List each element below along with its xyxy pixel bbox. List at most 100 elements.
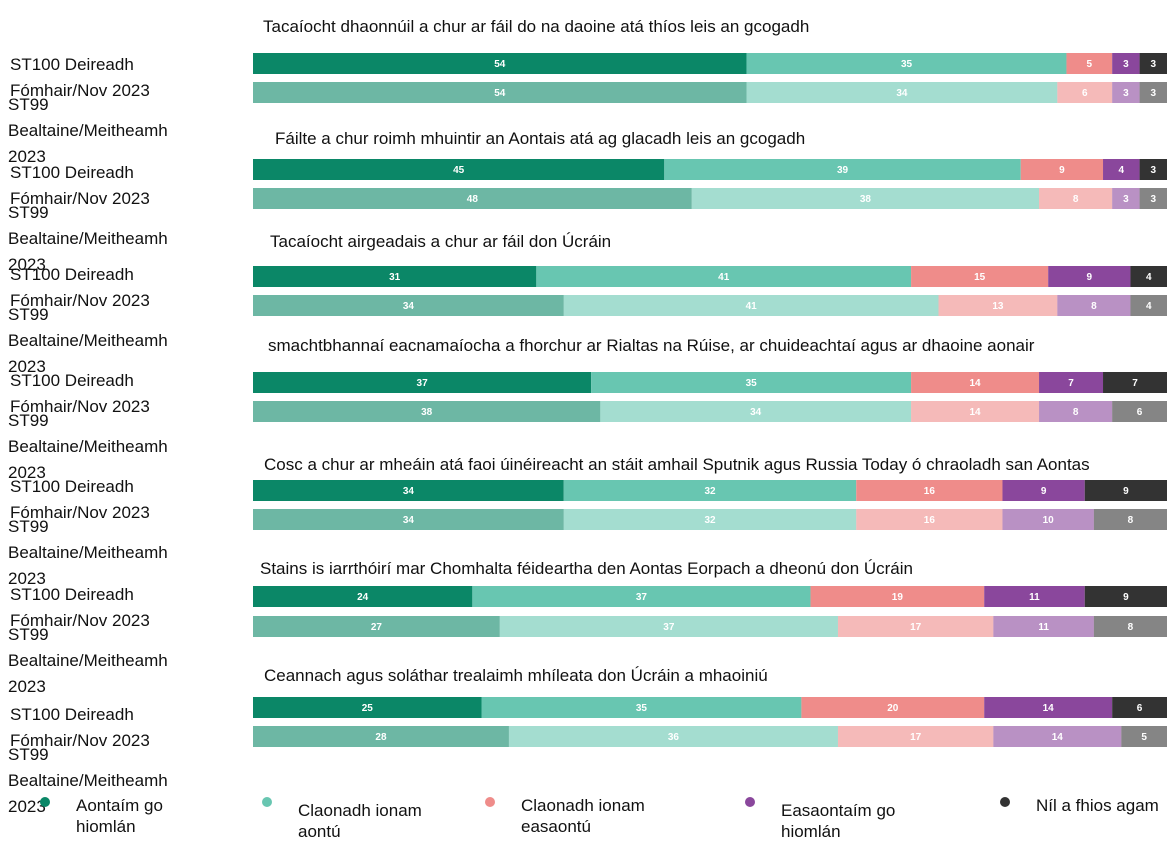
bar-segment (856, 509, 1003, 530)
value-label: 45 (453, 165, 465, 176)
row-label: ST99 Bealtaine/Meitheamh 2023 (8, 517, 168, 588)
value-label: 54 (494, 88, 506, 99)
value-label: 3 (1123, 59, 1129, 70)
value-label: 9 (1087, 272, 1093, 283)
bar-segment (600, 401, 912, 422)
value-label: 34 (403, 515, 415, 526)
row-label: ST100 Deireadh Fómhair/Nov 2023 (10, 705, 150, 750)
row-label: ST99 Bealtaine/Meitheamh 2023 (8, 745, 168, 816)
bar-segment (253, 509, 564, 530)
value-label: 36 (668, 732, 680, 743)
value-label: 6 (1082, 88, 1088, 99)
row-label: ST99 Bealtaine/Meitheamh 2023 (8, 203, 168, 274)
value-label: 5 (1141, 732, 1147, 743)
bar-segment (1084, 480, 1167, 501)
bar-segment (1139, 82, 1167, 103)
group-title: Cosc a chur ar mheáin atá faoi úinéireac… (264, 455, 1090, 474)
bar-segment (1139, 53, 1167, 74)
value-label: 41 (718, 272, 730, 283)
value-label: 48 (467, 194, 479, 205)
bar-segment (1130, 266, 1167, 287)
bar-segment (1093, 509, 1167, 530)
legend-label: Easaontaím go hiomlán (781, 801, 896, 841)
value-label: 14 (969, 407, 981, 418)
value-label: 20 (887, 703, 899, 714)
value-label: 8 (1073, 407, 1079, 418)
value-label: 35 (636, 703, 648, 714)
bar-segment (1084, 586, 1167, 607)
value-label: 38 (421, 407, 433, 418)
value-label: 8 (1073, 194, 1079, 205)
legend-label: Aontaím go hiomlán (76, 796, 163, 836)
value-label: 28 (375, 732, 387, 743)
value-label: 17 (910, 622, 922, 633)
bar-segment (1103, 372, 1167, 393)
bar-segment (499, 616, 838, 637)
bar-segment (1039, 188, 1113, 209)
value-label: 32 (704, 515, 716, 526)
row-label: ST100 Deireadh Fómhair/Nov 2023 (10, 585, 150, 630)
value-label: 3 (1151, 194, 1157, 205)
bar-segment (591, 372, 912, 393)
bar-segment (691, 188, 1040, 209)
value-label: 41 (746, 301, 758, 312)
group-title: smachtbhannaí eacnamaíocha a fhorchur ar… (268, 336, 1035, 355)
bar-segment (984, 697, 1113, 718)
bar-segment (1057, 82, 1113, 103)
group-title: Tacaíocht airgeadais a chur ar fáil don … (270, 232, 612, 251)
value-label: 37 (663, 622, 675, 633)
group-title: Ceannach agus soláthar trealaimh mhíleat… (264, 666, 768, 685)
value-label: 9 (1041, 486, 1047, 497)
group-title: Stains is iarrthóirí mar Chomhalta féide… (260, 559, 913, 578)
value-label: 3 (1123, 194, 1129, 205)
value-label: 8 (1091, 301, 1097, 312)
bar-segment (911, 372, 1040, 393)
bar-segment (253, 295, 564, 316)
value-label: 34 (750, 407, 762, 418)
bar-segment (1112, 401, 1167, 422)
value-label: 3 (1123, 88, 1129, 99)
group-title: Tacaíocht dhaonnúil a chur ar fáil do na… (263, 17, 810, 36)
bar-segment (1002, 509, 1094, 530)
bar-segment (508, 726, 838, 747)
bar-segment (984, 586, 1085, 607)
bar-segment (253, 616, 500, 637)
bar-segment (253, 697, 482, 718)
bar-segment (253, 586, 473, 607)
bar-segment (481, 697, 802, 718)
legend-label: Claonadh ionam aontú (298, 801, 422, 841)
bar-segment (993, 616, 1094, 637)
bar-segment (1039, 401, 1113, 422)
value-label: 8 (1128, 515, 1134, 526)
bar-segment (664, 159, 1021, 180)
bar-segment (1103, 159, 1140, 180)
bar-segment (563, 480, 857, 501)
bar-segment (1130, 295, 1167, 316)
bar-segment (253, 82, 747, 103)
bar-segment (1112, 82, 1140, 103)
bar-segment (253, 480, 564, 501)
row-label: ST100 Deireadh Fómhair/Nov 2023 (10, 477, 150, 522)
value-label: 19 (892, 592, 904, 603)
row-label: ST100 Deireadh Fómhair/Nov 2023 (10, 371, 150, 416)
bar-segment (563, 509, 857, 530)
value-label: 7 (1068, 378, 1074, 389)
value-label: 35 (901, 59, 913, 70)
value-label: 8 (1128, 622, 1134, 633)
bar-segment (837, 616, 994, 637)
legend-marker (40, 797, 50, 807)
bar-segment (253, 159, 665, 180)
value-label: 7 (1132, 378, 1138, 389)
legend-label: Níl a fhios agam (1036, 796, 1159, 815)
bar-segment (837, 726, 994, 747)
value-label: 15 (974, 272, 986, 283)
value-label: 3 (1151, 59, 1157, 70)
bar-segment (911, 401, 1040, 422)
legend-marker (745, 797, 755, 807)
bar-segment (1057, 295, 1131, 316)
legend-marker (262, 797, 272, 807)
value-label: 4 (1146, 301, 1152, 312)
value-label: 10 (1043, 515, 1055, 526)
bar-segment (856, 480, 1003, 501)
